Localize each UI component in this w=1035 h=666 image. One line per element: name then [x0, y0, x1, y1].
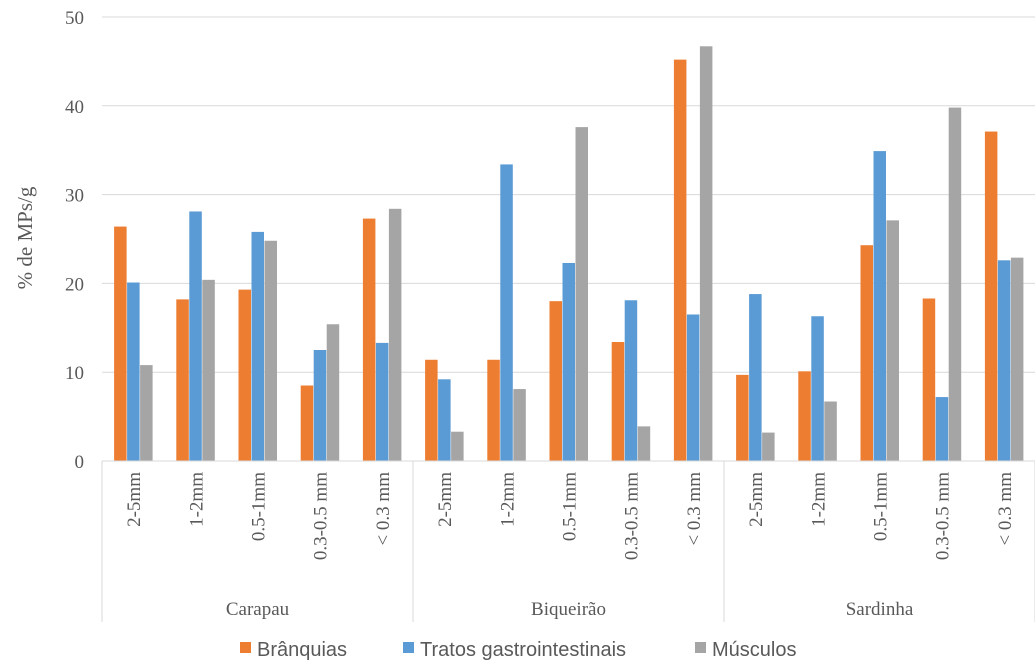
bar [762, 432, 775, 461]
bar [637, 426, 651, 461]
bar [562, 262, 575, 461]
x-tick-label: 0.3-0.5 mm [933, 472, 954, 560]
x-tick-label: 0.5-1mm [560, 472, 581, 541]
bar [886, 220, 899, 461]
bar [127, 282, 140, 461]
legend: Brânquias Tratos gastrointestinais Músculo… [240, 639, 796, 661]
bar [549, 301, 562, 461]
x-tick-label: 2-5mm [124, 472, 145, 527]
bar [388, 208, 402, 461]
bar [375, 342, 389, 461]
bar [264, 240, 277, 461]
x-tick-label: < 0.3 mm [684, 472, 705, 546]
y-tick-label: 10 [65, 363, 84, 384]
y-tick-label: 20 [65, 274, 84, 295]
bar [575, 127, 588, 461]
x-tick-label: < 0.3 mm [995, 472, 1016, 546]
group-label: Carapau [226, 599, 290, 620]
y-axis-label: % de MPs/g [13, 186, 37, 289]
bar [984, 131, 998, 461]
legend-label: Músculos [712, 639, 796, 661]
bar [935, 397, 949, 461]
bar [114, 226, 127, 461]
y-tick-label: 40 [65, 97, 84, 118]
bar [922, 298, 936, 461]
bar [425, 359, 438, 461]
bar [798, 371, 811, 461]
bar [313, 350, 327, 461]
x-tick-label: 1-2mm [186, 472, 207, 527]
bar [176, 299, 189, 461]
y-axis-ticks: 0 10 20 30 40 50 [65, 8, 84, 473]
legend-label: Brânquias [257, 639, 347, 661]
bar [189, 211, 202, 461]
bar [811, 316, 824, 461]
x-tick-label: 1-2mm [497, 472, 518, 527]
x-tick-label: 0.3-0.5 mm [311, 472, 332, 560]
legend-swatch [240, 642, 251, 653]
bar [251, 231, 264, 461]
y-tick-label: 50 [65, 8, 84, 29]
bar [438, 379, 451, 461]
bar [624, 300, 638, 461]
x-tick-label: 0.5-1mm [249, 472, 270, 541]
bar [873, 151, 886, 461]
bar [1010, 257, 1024, 461]
group-label: Sardinha [846, 599, 914, 620]
x-tick-label: 2-5mm [746, 472, 767, 527]
bar [238, 289, 251, 461]
bar [500, 164, 513, 461]
x-tick-label: 1-2mm [808, 472, 829, 527]
bar [860, 245, 873, 461]
group-label: Biqueirão [531, 599, 606, 620]
legend-label: Tratos gastrointestinais [420, 639, 626, 661]
bar [487, 359, 500, 461]
bar [673, 59, 687, 462]
bar [451, 431, 464, 461]
bar [611, 342, 625, 461]
bar [140, 365, 153, 461]
bar [749, 294, 762, 461]
bar [513, 389, 526, 461]
bar [202, 279, 215, 461]
x-tick-label: < 0.3 mm [373, 472, 394, 546]
bar [326, 324, 340, 461]
legend-swatch [695, 642, 706, 653]
bar [362, 218, 376, 461]
bars [114, 46, 1024, 462]
bar [699, 46, 713, 461]
bar [300, 385, 314, 461]
bar [686, 314, 700, 461]
x-tick-label: 0.5-1mm [871, 472, 892, 541]
bar [824, 401, 837, 461]
x-tick-label: 0.3-0.5 mm [622, 472, 643, 560]
bar [736, 374, 749, 461]
y-tick-label: 0 [75, 452, 85, 473]
legend-swatch [403, 642, 414, 653]
x-axis: 2-5mm 1-2mm 0.5-1mm 0.3-0.5 mm < 0.3 mm Carap… [101, 460, 1035, 622]
y-tick-label: 30 [65, 186, 84, 207]
x-tick-label: 2-5mm [435, 472, 456, 527]
bar [997, 260, 1011, 461]
bar [948, 107, 962, 462]
